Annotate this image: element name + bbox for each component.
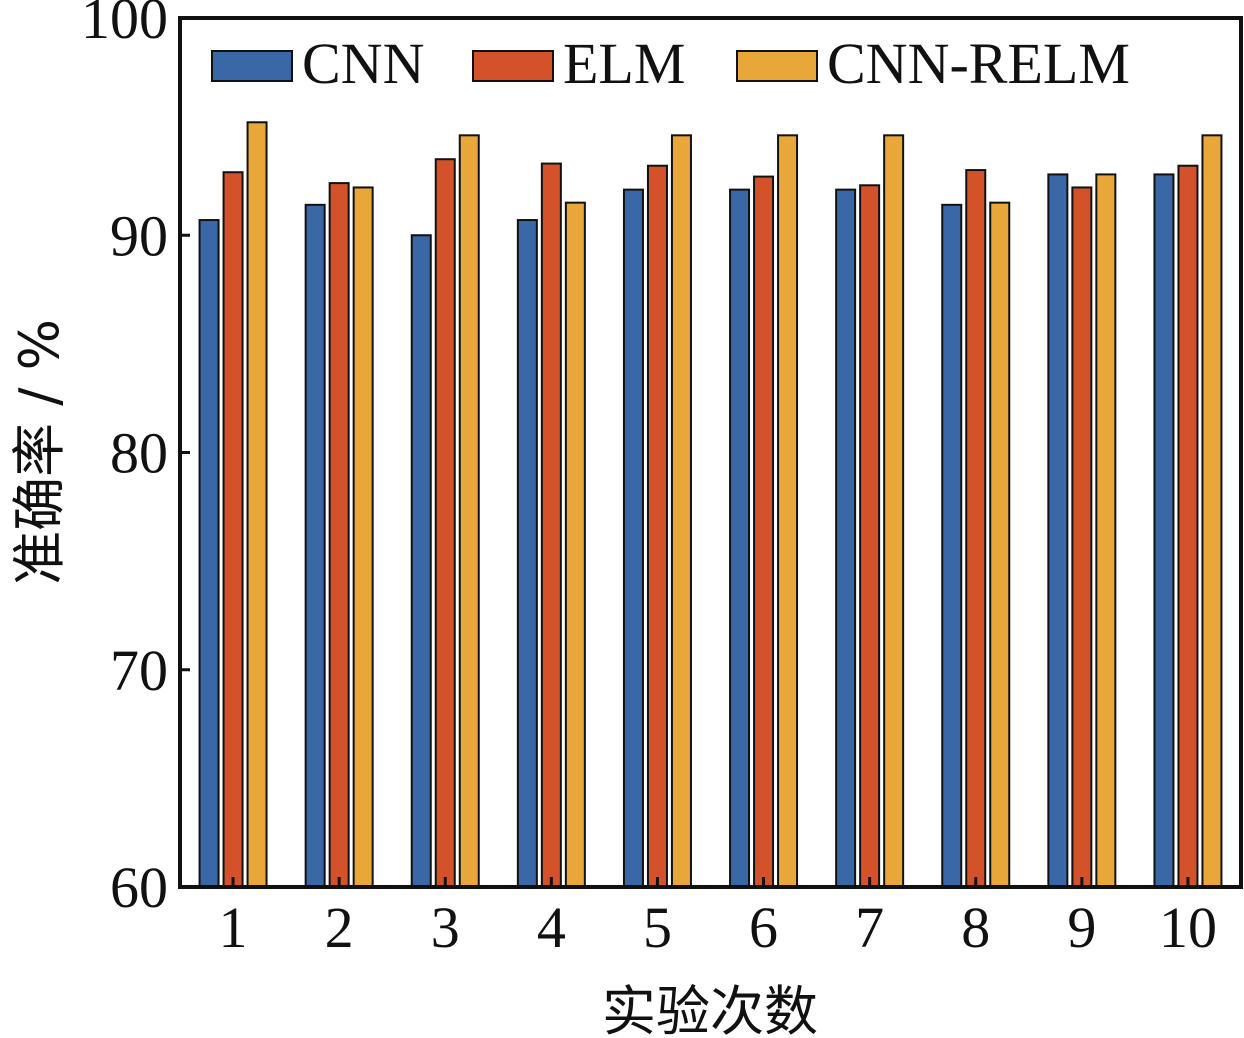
y-axis-title: 准确率 / % [8,319,71,585]
bar-cnn-relm-8 [989,201,1011,889]
y-tick-label: 60 [110,855,168,920]
bar-cnn-relm-7 [883,134,905,888]
legend: CNN ELM CNN-RELM [211,31,1130,96]
legend-label-cnn-relm: CNN-RELM [827,31,1130,96]
bar-elm-5 [646,164,668,889]
x-tick-label: 7 [855,895,884,960]
y-tick-label: 80 [110,421,168,486]
bar-elm-9 [1071,186,1093,888]
bar-cnn-relm-4 [564,201,586,889]
bar-cnn-relm-5 [670,134,692,888]
bar-cnn-3 [410,234,432,888]
bar-cnn-relm-6 [777,134,799,888]
bar-cnn-relm-10 [1201,134,1223,888]
bar-cnn-5 [622,188,644,888]
bar-cnn-6 [729,188,751,888]
bars-layer [198,121,1223,889]
bar-elm-7 [859,184,881,889]
bar-elm-4 [540,162,562,888]
bar-cnn-relm-3 [458,134,480,888]
bar-cnn-2 [304,203,326,888]
legend-swatch-cnn-relm [736,50,818,82]
bar-elm-2 [328,182,350,889]
bar-elm-10 [1177,164,1199,889]
x-axis-title: 实验次数 [602,980,818,1038]
bar-elm-8 [965,169,987,888]
x-tick-label: 5 [643,895,672,960]
y-tick-label: 100 [81,0,168,51]
bar-cnn-9 [1047,173,1069,889]
bar-cnn-relm-1 [246,121,268,888]
bar-elm-1 [222,171,244,888]
legend-swatch-elm [472,50,554,82]
x-tick-label: 10 [1159,895,1217,960]
bar-cnn-7 [835,188,857,888]
bar-cnn-relm-9 [1095,173,1117,889]
bar-cnn-relm-2 [352,186,374,888]
legend-label-elm: ELM [563,31,685,96]
x-tick-label: 4 [537,895,566,960]
x-tick-label: 8 [961,895,990,960]
x-tick-label: 1 [219,895,248,960]
legend-swatch-cnn [211,50,293,82]
ticks-layer: 60 70 80 90 100 1 2 3 4 5 6 7 8 9 10 [81,0,1217,960]
x-tick-label: 3 [431,895,460,960]
bar-cnn-1 [198,219,220,889]
y-tick-label: 70 [110,638,168,703]
plot-frame [178,16,1243,889]
x-tick-label: 6 [749,895,778,960]
legend-label-cnn: CNN [302,31,424,96]
bar-cnn-4 [516,219,538,889]
bar-elm-3 [434,158,456,888]
y-tick-label: 90 [110,203,168,268]
bar-elm-6 [753,175,775,888]
x-tick-label: 2 [325,895,354,960]
x-tick-label: 9 [1067,895,1096,960]
bar-cnn-10 [1153,173,1175,889]
bar-cnn-8 [941,203,963,888]
